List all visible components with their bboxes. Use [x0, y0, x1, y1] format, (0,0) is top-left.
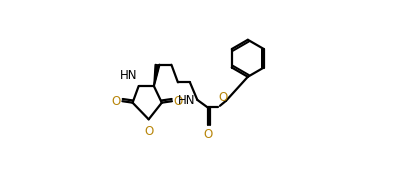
Text: O: O	[112, 95, 121, 108]
Text: O: O	[218, 91, 227, 104]
Polygon shape	[154, 64, 159, 86]
Text: O: O	[203, 128, 212, 141]
Text: O: O	[144, 125, 153, 137]
Text: O: O	[173, 95, 183, 108]
Text: HN: HN	[178, 94, 196, 107]
Text: HN: HN	[120, 69, 137, 82]
